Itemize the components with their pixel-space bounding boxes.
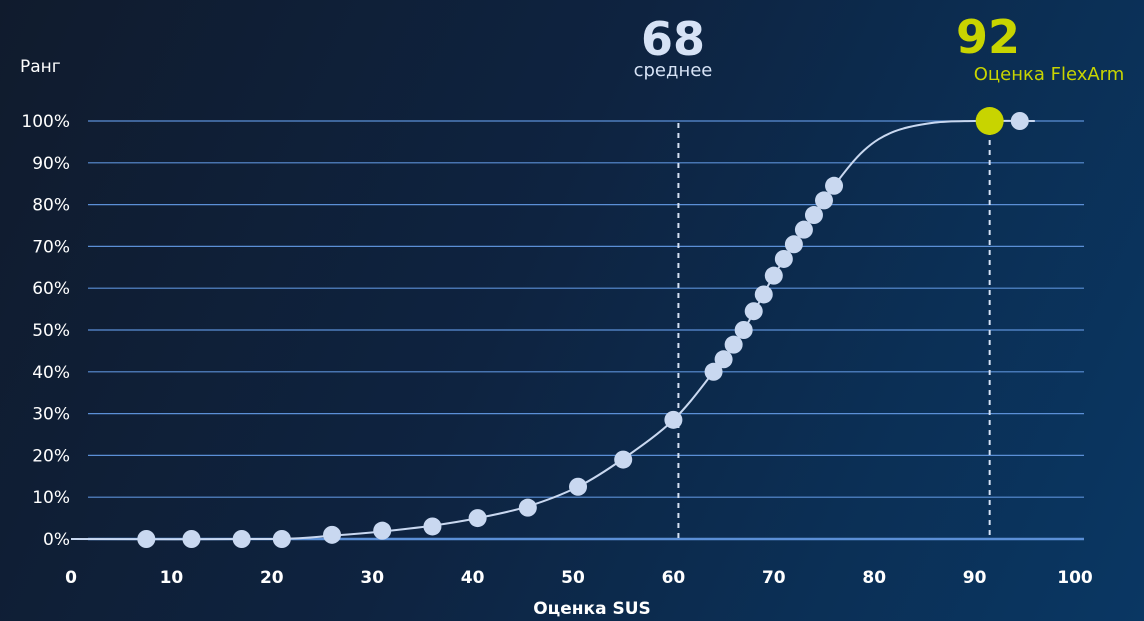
data-points: [137, 107, 1029, 548]
reference-lines: [677, 123, 991, 539]
data-point: [804, 206, 823, 225]
x-tick-label: 70: [762, 568, 786, 588]
data-point: [423, 517, 442, 536]
data-point: [1010, 112, 1029, 130]
x-tick-label: 100: [1057, 568, 1093, 588]
data-point: [815, 191, 833, 210]
y-axis-label: Ранг: [20, 57, 61, 77]
y-tick-label: 80%: [32, 196, 70, 216]
x-axis-label: Оценка SUS: [533, 599, 651, 619]
x-tick-label: 30: [360, 568, 384, 588]
y-tick-label: 20%: [32, 446, 70, 466]
x-axis-ticks: 0 10 20 30 40 50 60 70 80 90 100: [65, 568, 1093, 588]
y-tick-label: 60%: [32, 279, 70, 299]
y-tick-label: 50%: [32, 321, 70, 341]
data-point: [774, 249, 793, 268]
data-point: [272, 530, 291, 548]
data-point: [569, 477, 588, 496]
flexarm-point: [975, 107, 1004, 135]
data-point: [825, 176, 844, 195]
y-tick-label: 0%: [43, 530, 70, 550]
y-tick-label: 40%: [32, 363, 70, 383]
data-point: [744, 302, 763, 321]
flexarm-score-value: 92: [956, 10, 1020, 64]
y-tick-label: 90%: [32, 154, 70, 174]
data-point: [373, 521, 392, 540]
y-axis-ticks: 0% 10% 20% 30% 40% 50% 60% 70% 80% 90% 100%: [21, 112, 70, 550]
x-tick-label: 80: [862, 568, 886, 588]
y-tick-label: 30%: [32, 405, 70, 425]
x-tick-label: 20: [260, 568, 284, 588]
flexarm-score-label: Оценка FlexArm: [974, 64, 1125, 85]
gridlines: [88, 120, 1084, 541]
y-tick-label: 10%: [32, 488, 70, 508]
data-point: [784, 235, 803, 254]
data-point: [764, 266, 783, 285]
mean-score-value: 68: [641, 12, 705, 66]
data-point: [232, 530, 251, 548]
data-point: [724, 335, 743, 354]
x-tick-label: 10: [160, 568, 184, 588]
y-tick-label: 100%: [21, 112, 70, 132]
x-tick-label: 50: [561, 568, 585, 588]
data-point: [734, 321, 753, 339]
data-point: [182, 530, 201, 548]
x-tick-label: 90: [963, 568, 987, 588]
data-point: [614, 450, 633, 469]
data-point: [794, 220, 813, 239]
y-tick-label: 70%: [32, 237, 70, 257]
data-point: [754, 285, 773, 304]
data-point: [714, 350, 733, 369]
mean-score-label: среднее: [634, 60, 713, 81]
data-point: [137, 530, 156, 548]
x-tick-label: 40: [461, 568, 485, 588]
x-tick-label: 60: [662, 568, 686, 588]
data-point: [704, 362, 723, 381]
data-point: [323, 525, 342, 544]
data-point: [664, 410, 683, 429]
x-tick-label: 0: [65, 568, 77, 588]
data-point: [468, 509, 487, 528]
data-point: [518, 498, 537, 517]
